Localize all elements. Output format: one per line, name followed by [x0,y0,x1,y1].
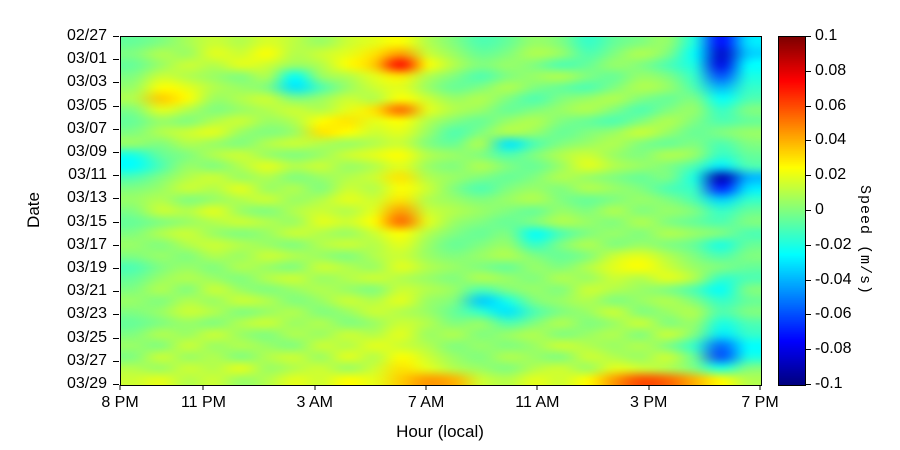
colorbar-tick-mark [806,36,811,37]
colorbar-tick-label: -0.1 [815,375,843,392]
y-tick-mark [113,268,119,269]
x-axis-ticks: 8 PM 11 PM 3 AM 7 AM 11 AM 3 PM 7 PM [101,385,779,425]
x-tick-mark [119,385,121,390]
y-tick-label: 03/01 [66,50,107,68]
x-tick-mark [425,385,427,390]
y-tick-label: 02/27 [66,27,107,44]
x-tick-mark [759,385,761,390]
colorbar-tick-mark [806,175,811,177]
y-tick-label: 03/23 [66,305,107,323]
x-tick-mark [536,385,538,390]
x-axis-label: Hour (local) [396,422,484,441]
y-tick-mark [113,384,119,385]
colorbar-tick-label: 0.04 [815,131,847,149]
x-tick-mark [202,385,204,390]
colorbar-tick-mark [806,349,811,351]
y-tick-label: 03/29 [66,375,107,392]
colorbar-tick-mark [806,105,811,107]
y-tick-label: 03/13 [66,189,107,207]
colorbar-tick-mark [806,279,811,281]
plot-area [120,36,762,386]
y-tick-mark [113,198,119,200]
y-tick-mark [113,291,119,293]
y-axis-ticks: 02/27 03/01 03/03 03/05 03/07 03/09 03/11 03/13… [0,27,119,392]
y-tick-label: 03/03 [66,73,107,91]
colorbar-tick-mark [806,244,811,246]
colorbar-tick-label: 0.06 [815,96,847,114]
y-tick-mark [113,152,119,153]
colorbar [778,36,806,386]
x-tick-label: 11 PM [180,394,226,411]
y-tick-mark [113,360,119,362]
y-tick-label: 03/09 [66,143,107,160]
colorbar-tick-label: -0.06 [815,305,852,323]
colorbar-tick-label: -0.04 [815,270,852,288]
y-tick-mark [113,244,119,246]
colorbar-tick-mark [806,314,811,316]
colorbar-tick-mark [806,70,811,72]
colorbar-ticks: 0.1 0.08 0.06 0.04 0.02 0 -0.02 -0.04 -0.06 -0.08… [806,27,876,392]
y-tick-label: 03/05 [66,96,107,114]
y-tick-mark [113,128,119,130]
x-tick-label: 3 PM [630,394,668,411]
colorbar-tick-mark [806,384,811,385]
y-tick-mark [113,221,119,223]
colorbar-tick-label: 0.02 [815,166,847,184]
x-tick-label: 3 AM [296,394,334,411]
colorbar-tick-mark [806,140,811,142]
x-tick-label: 7 AM [407,394,445,411]
y-tick-label: 03/25 [66,328,107,346]
x-tick-label: 11 AM [515,394,560,411]
colorbar-tick-label: 0 [815,201,824,218]
colorbar-canvas [779,37,805,385]
y-tick-mark [113,337,119,339]
colorbar-label: Speed (m/s) [856,184,873,296]
colorbar-tick-label: -0.08 [815,340,852,358]
y-tick-label: 03/07 [66,119,107,137]
y-tick-mark [113,314,119,316]
y-tick-mark [113,82,119,84]
colorbar-tick-mark [806,210,811,211]
y-tick-label: 03/19 [66,259,107,276]
x-tick-label: 7 PM [741,394,779,411]
y-tick-label: 03/15 [66,212,107,230]
x-tick-label: 8 PM [101,394,139,411]
x-tick-mark [314,385,316,390]
y-tick-label: 03/17 [66,235,107,253]
y-tick-mark [113,59,119,61]
colorbar-tick-label: -0.02 [815,235,852,253]
y-tick-mark [113,175,119,177]
heatmap-canvas [121,37,761,385]
y-tick-label: 03/21 [66,282,107,300]
y-tick-mark [113,105,119,107]
x-tick-mark [648,385,650,390]
y-tick-label: 03/27 [66,351,107,369]
y-tick-label: 03/11 [68,166,107,184]
y-tick-mark [113,36,119,37]
colorbar-tick-label: 0.08 [815,61,847,79]
colorbar-tick-label: 0.1 [815,27,838,44]
